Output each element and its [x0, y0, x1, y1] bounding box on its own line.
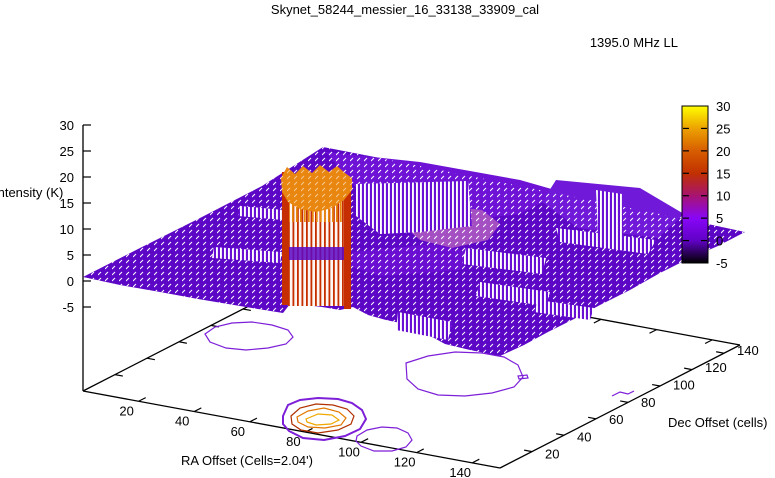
x-axis-mirror-tick — [649, 329, 657, 334]
colorbar-tick-label: 30 — [716, 99, 730, 114]
z-axis-tick-label: 20 — [60, 170, 74, 185]
y-axis-tick-label: 60 — [609, 412, 623, 427]
x-axis-tick-label: 40 — [175, 414, 189, 429]
x-axis-tick — [360, 438, 369, 443]
contour-line — [305, 413, 341, 426]
contour-line — [290, 403, 355, 434]
contour-line — [405, 351, 524, 397]
x-axis-tick — [138, 397, 146, 402]
x-axis-mirror-tick — [704, 339, 713, 345]
base-contours-group — [204, 321, 635, 452]
y-axis-tick — [524, 449, 533, 453]
z-axis-tick-label: 25 — [60, 144, 74, 159]
x-axis-mirror-tick — [593, 318, 602, 324]
colorbar-tick-label: 0 — [716, 234, 723, 249]
plot-title: Skynet_58244_messier_16_33138_33909_cal — [271, 2, 539, 17]
z-axis-tick-label: -5 — [62, 300, 74, 315]
x-axis-tick-label: 80 — [286, 434, 300, 449]
surface-cliff-stripes — [534, 300, 594, 320]
colorbar-tick-label: 15 — [716, 166, 730, 181]
x-axis-tick-label: 20 — [119, 403, 133, 418]
x-axis-tick-label: 120 — [394, 455, 416, 470]
y-axis-mirror-tick — [242, 308, 251, 312]
contour-line — [204, 321, 294, 351]
y-axis-mirror-tick — [114, 374, 123, 377]
x-axis-tick-label: 140 — [449, 465, 471, 478]
y-axis-mirror-tick — [178, 341, 187, 344]
surface-cliff-stripes — [356, 181, 472, 234]
surface-group — [83, 147, 745, 356]
z-axis-tick-label: 30 — [60, 118, 74, 133]
x-axis-label: RA Offset (Cells=2.04') — [181, 453, 313, 468]
spike-left-wall — [282, 172, 289, 305]
surface-cliff-stripes — [596, 190, 624, 240]
surface-cliff-stripes — [476, 282, 550, 306]
colorbar-tick-label: 25 — [716, 121, 730, 136]
x-axis-tick — [416, 448, 424, 454]
colorbar-tick-label: -5 — [716, 256, 728, 271]
colorbar-tick-label: 5 — [716, 211, 723, 226]
contour-line — [296, 407, 347, 429]
surface-cliff-stripes — [212, 247, 282, 263]
surface-cliff-stripes — [238, 206, 284, 220]
contour-line — [517, 374, 529, 380]
y-axis-tick-label: 100 — [673, 378, 695, 393]
y-axis-tick-label: 140 — [737, 343, 759, 358]
x-axis-tick — [471, 458, 480, 464]
y-axis-tick — [620, 400, 629, 403]
surface-cliff-stripes — [556, 228, 656, 254]
contour-line — [611, 390, 635, 397]
x-axis-tick-label: 100 — [338, 444, 360, 459]
x-axis-tick — [193, 407, 202, 413]
y-axis-tick-label: 80 — [641, 395, 655, 410]
x-axis-tick-label: 60 — [231, 424, 245, 439]
z-axis-tick-label: 0 — [67, 274, 74, 289]
colorbar-group: 30 25 20 15 10 5 0 -5 — [681, 99, 730, 271]
z-axis-label: Intensity (K) — [0, 185, 63, 200]
spike-purple-band — [288, 247, 345, 260]
colorbar — [681, 105, 709, 264]
y-axis-tick-label: 120 — [705, 360, 727, 375]
colorbar-tick-label: 20 — [716, 144, 730, 159]
y-axis-label: Dec Offset (cells) — [668, 415, 767, 430]
z-axis-tick-label: 10 — [60, 222, 74, 237]
y-axis-tick — [588, 416, 597, 420]
base-axes-group: 2040608010012014020406080100120140302520… — [60, 118, 759, 478]
x-axis-line — [82, 390, 501, 469]
y-axis-tick-label: 40 — [577, 429, 591, 444]
y-axis-tick — [684, 367, 693, 371]
y-axis-tick — [652, 383, 661, 387]
colorbar-tick-label: 10 — [716, 189, 730, 204]
spike-cap-mesh-overlay — [281, 165, 352, 212]
y-axis-line — [499, 344, 741, 469]
z-axis-tick-label: 5 — [67, 248, 74, 263]
spike-right-wall — [344, 179, 351, 309]
surface-mesh-dash-overlay — [83, 147, 745, 356]
y-axis-tick — [716, 351, 725, 354]
contour-line — [282, 396, 368, 442]
contour-line — [355, 426, 413, 452]
y-axis-mirror-tick — [146, 357, 155, 361]
z-axis-tick-label: 15 — [60, 196, 74, 211]
x-axis-tick — [249, 417, 258, 423]
y-axis-tick-label: 20 — [545, 447, 559, 462]
surface-cliff-stripes — [396, 312, 452, 340]
surface-cliff-stripes — [462, 248, 546, 274]
y-axis-tick — [556, 433, 565, 436]
legend-label: 1395.0 MHz LL — [590, 35, 678, 50]
